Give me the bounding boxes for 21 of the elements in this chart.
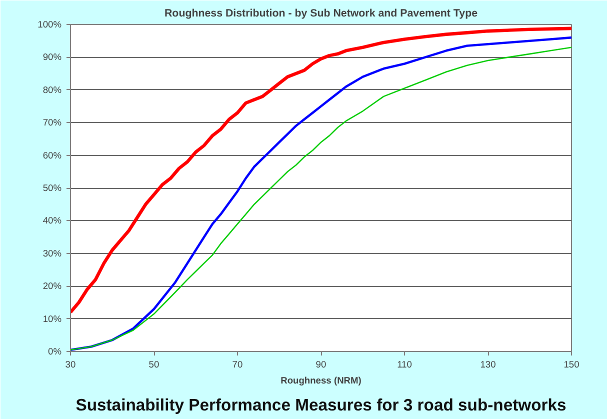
y-tick-label: 50%: [42, 183, 62, 193]
x-axis-title: Roughness (NRM): [280, 376, 362, 386]
y-tick-label: 80%: [42, 84, 62, 95]
y-tick-label: 70%: [42, 118, 62, 128]
x-tick-label: 130: [480, 360, 496, 370]
y-tick-label: 30%: [42, 248, 62, 258]
y-tick-label: 100%: [38, 20, 62, 30]
chart-title: Roughness Distribution - by Sub Network and Pavement Type: [164, 8, 478, 20]
text: Sustainability Performance Measures for 3 road sub-networks: [76, 396, 566, 414]
y-tick-label: 10%: [42, 314, 62, 324]
y-tick-label: 20%: [42, 281, 62, 292]
x-tick-label: 30: [65, 360, 76, 370]
y-tick-label: 0%: [48, 346, 62, 356]
x-tick-label: 110: [397, 360, 412, 370]
y-tick-label: 40%: [42, 216, 62, 226]
x-tick-label: 90: [316, 360, 326, 370]
x-tick-label: 70: [232, 360, 243, 370]
x-tick-label: 150: [564, 360, 580, 370]
y-tick-label: 90%: [42, 52, 62, 62]
x-tick-label: 50: [148, 360, 160, 370]
y-tick-label: 60%: [42, 150, 62, 160]
